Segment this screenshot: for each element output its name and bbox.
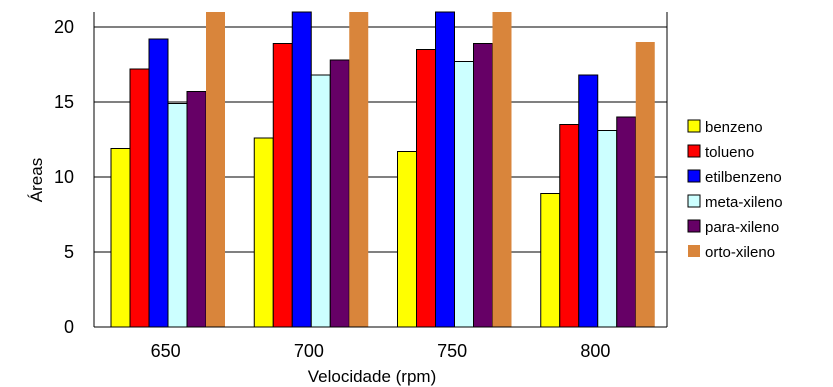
bar-orto-xileno-750 bbox=[492, 12, 512, 327]
bar-benzeno-800 bbox=[540, 193, 561, 328]
legend-swatch-tolueno bbox=[687, 144, 701, 158]
legend-swatch-orto-xileno bbox=[688, 245, 700, 257]
bar-para-xileno-650 bbox=[186, 91, 207, 328]
y-tick-label: 15 bbox=[54, 92, 74, 112]
bar-tolueno-650 bbox=[129, 68, 150, 328]
axes bbox=[93, 12, 668, 328]
y-tick-label: 10 bbox=[54, 167, 74, 187]
bar-benzeno-700 bbox=[253, 137, 274, 328]
bar-etilbenzeno-800 bbox=[578, 74, 599, 328]
bar-para-xileno-750 bbox=[473, 43, 493, 328]
bar-para-xileno-700 bbox=[329, 59, 350, 328]
bar-tolueno-700 bbox=[272, 43, 293, 328]
legend-label-orto-xileno: orto-xileno bbox=[705, 244, 775, 261]
bar-tolueno-750 bbox=[416, 49, 436, 328]
x-axis-title: Velocidade (rpm) bbox=[308, 367, 437, 386]
x-tick-label: 750 bbox=[437, 341, 467, 361]
legend-label-etilbenzeno: etilbenzeno bbox=[705, 169, 782, 186]
bar-tolueno-800 bbox=[559, 124, 580, 328]
bar-orto-xileno-700 bbox=[349, 12, 369, 327]
bar-orto-xileno-650 bbox=[206, 12, 225, 327]
legend-label-tolueno: tolueno bbox=[705, 144, 754, 161]
bar-meta-xileno-750 bbox=[454, 61, 474, 328]
x-tick-labels: 650 700 750 800 bbox=[151, 341, 611, 361]
y-tick-label: 0 bbox=[64, 317, 74, 337]
legend-label-meta-xileno: meta-xileno bbox=[705, 194, 783, 211]
legend-swatch-para-xileno bbox=[687, 219, 701, 233]
legend: benzeno tolueno etilbenzeno meta-xileno para… bbox=[687, 119, 783, 261]
bar-para-xileno-800 bbox=[616, 116, 637, 328]
legend-label-benzeno: benzeno bbox=[705, 119, 763, 136]
legend-label-para-xileno: para-xileno bbox=[705, 219, 779, 236]
y-tick-labels: 0 5 10 15 20 bbox=[54, 17, 74, 337]
y-tick-label: 5 bbox=[64, 242, 74, 262]
bar-etilbenzeno-700 bbox=[291, 11, 312, 328]
bar-etilbenzeno-750 bbox=[435, 11, 455, 328]
bar-benzeno-650 bbox=[110, 148, 131, 328]
x-tick-label: 800 bbox=[580, 341, 610, 361]
bar-meta-xileno-700 bbox=[310, 74, 331, 328]
y-axis-title: Áreas bbox=[27, 158, 46, 202]
legend-swatch-benzeno bbox=[687, 119, 701, 133]
bar-meta-xileno-800 bbox=[597, 130, 618, 328]
legend-swatch-meta-xileno bbox=[687, 194, 701, 208]
x-tick-label: 650 bbox=[151, 341, 181, 361]
bar-meta-xileno-650 bbox=[167, 103, 188, 328]
x-tick-label: 700 bbox=[294, 341, 324, 361]
y-tick-label: 20 bbox=[54, 17, 74, 37]
bar-etilbenzeno-650 bbox=[148, 38, 169, 328]
bar-benzeno-750 bbox=[397, 151, 417, 328]
bar-orto-xileno-800 bbox=[635, 42, 655, 327]
legend-swatch-etilbenzeno bbox=[687, 169, 701, 183]
bars bbox=[110, 11, 655, 328]
